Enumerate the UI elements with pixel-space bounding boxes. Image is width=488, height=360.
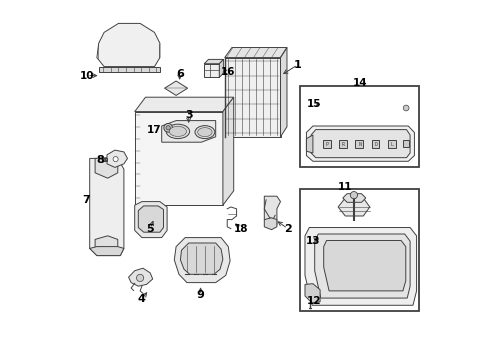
Polygon shape xyxy=(223,97,233,205)
Text: 3: 3 xyxy=(184,110,192,120)
Polygon shape xyxy=(305,228,416,305)
Polygon shape xyxy=(89,247,123,256)
Text: 13: 13 xyxy=(305,236,320,246)
Circle shape xyxy=(136,274,143,282)
Polygon shape xyxy=(107,150,127,167)
Polygon shape xyxy=(164,81,187,95)
Text: 9: 9 xyxy=(196,290,204,300)
Polygon shape xyxy=(180,243,223,274)
Polygon shape xyxy=(306,135,312,153)
Polygon shape xyxy=(310,130,409,158)
Ellipse shape xyxy=(195,126,214,139)
Polygon shape xyxy=(102,158,107,161)
Circle shape xyxy=(163,123,172,132)
Bar xyxy=(371,140,379,148)
Polygon shape xyxy=(89,158,123,256)
Text: D: D xyxy=(374,141,377,147)
Polygon shape xyxy=(174,238,230,283)
Text: 2: 2 xyxy=(283,224,291,234)
Bar xyxy=(204,64,219,77)
Text: 12: 12 xyxy=(306,296,320,306)
Polygon shape xyxy=(280,48,286,137)
Bar xyxy=(402,140,408,147)
Text: N: N xyxy=(358,141,361,147)
Text: 1: 1 xyxy=(293,60,301,70)
Text: R: R xyxy=(342,141,344,147)
Bar xyxy=(300,86,418,167)
Polygon shape xyxy=(219,59,223,77)
Text: 11: 11 xyxy=(337,182,352,192)
Text: 4: 4 xyxy=(138,294,145,304)
Bar xyxy=(339,140,346,148)
Polygon shape xyxy=(128,268,152,286)
Polygon shape xyxy=(305,284,320,303)
Polygon shape xyxy=(337,198,369,216)
Text: 7: 7 xyxy=(82,195,90,205)
Text: 6: 6 xyxy=(175,69,183,79)
Text: 17: 17 xyxy=(147,125,162,135)
Polygon shape xyxy=(224,48,286,58)
Polygon shape xyxy=(323,240,405,291)
Polygon shape xyxy=(306,126,413,161)
Polygon shape xyxy=(264,196,280,228)
Polygon shape xyxy=(264,218,276,230)
Circle shape xyxy=(403,105,408,111)
Ellipse shape xyxy=(169,126,186,136)
Text: 15: 15 xyxy=(306,99,321,109)
Text: 18: 18 xyxy=(233,224,247,234)
Polygon shape xyxy=(99,67,160,72)
Bar xyxy=(322,140,330,148)
Polygon shape xyxy=(342,194,365,202)
Text: 14: 14 xyxy=(352,78,366,88)
Polygon shape xyxy=(134,97,233,112)
Ellipse shape xyxy=(166,124,189,139)
Circle shape xyxy=(113,157,118,162)
Polygon shape xyxy=(314,234,409,298)
Bar xyxy=(387,140,395,148)
Polygon shape xyxy=(162,121,215,142)
Circle shape xyxy=(349,192,357,199)
Polygon shape xyxy=(95,158,118,178)
Bar xyxy=(355,140,363,148)
Polygon shape xyxy=(97,23,160,67)
Polygon shape xyxy=(204,59,223,64)
Circle shape xyxy=(166,126,170,130)
Text: 16: 16 xyxy=(221,67,235,77)
Bar xyxy=(300,189,418,311)
Text: 5: 5 xyxy=(146,224,154,234)
Polygon shape xyxy=(95,236,118,254)
Polygon shape xyxy=(134,202,167,238)
Polygon shape xyxy=(224,58,280,137)
Text: P: P xyxy=(325,141,328,147)
Text: 10: 10 xyxy=(80,71,94,81)
Polygon shape xyxy=(134,112,223,205)
Text: 8: 8 xyxy=(96,155,103,165)
Ellipse shape xyxy=(197,128,212,136)
Polygon shape xyxy=(138,206,163,232)
Text: L: L xyxy=(390,141,393,147)
